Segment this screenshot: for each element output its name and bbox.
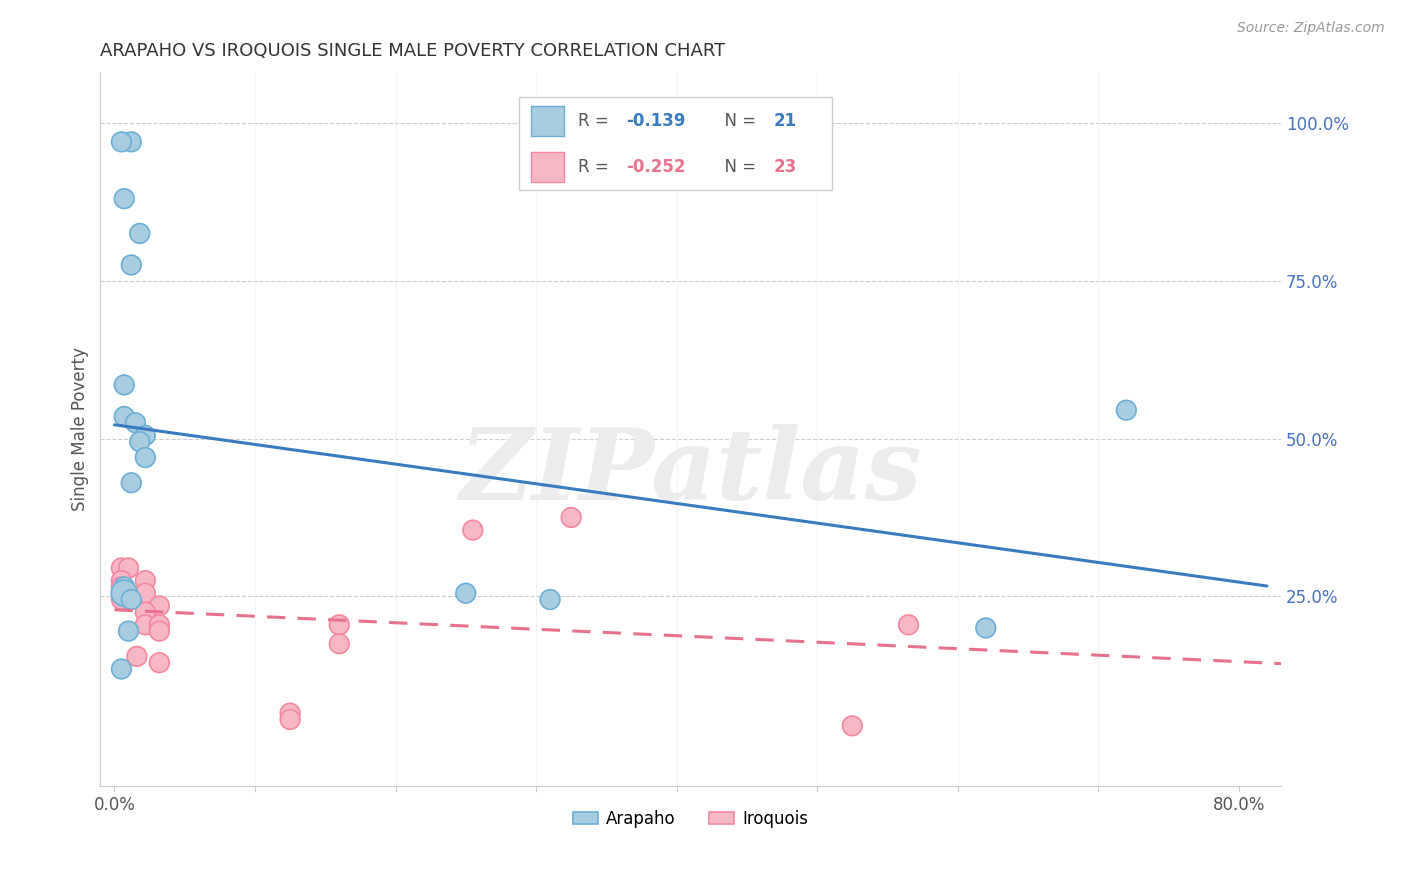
Point — [110, 580, 132, 594]
Point — [134, 574, 156, 588]
Point — [148, 656, 170, 670]
Text: ARAPAHO VS IROQUOIS SINGLE MALE POVERTY CORRELATION CHART: ARAPAHO VS IROQUOIS SINGLE MALE POVERTY … — [100, 42, 725, 60]
Point — [120, 135, 142, 149]
Point — [461, 523, 484, 537]
Text: R =: R = — [578, 158, 614, 176]
Point — [278, 706, 301, 721]
Point — [112, 409, 135, 424]
FancyBboxPatch shape — [519, 97, 832, 190]
Text: R =: R = — [578, 112, 614, 129]
FancyBboxPatch shape — [531, 152, 564, 182]
Text: N =: N = — [714, 112, 762, 129]
Point — [128, 434, 150, 449]
FancyBboxPatch shape — [531, 105, 564, 136]
Point — [110, 561, 132, 575]
Text: Source: ZipAtlas.com: Source: ZipAtlas.com — [1237, 21, 1385, 35]
Point — [328, 637, 350, 651]
Point — [134, 450, 156, 465]
Point — [110, 574, 132, 588]
Point — [134, 428, 156, 442]
Text: -0.139: -0.139 — [626, 112, 685, 129]
Point — [112, 586, 135, 600]
Point — [974, 621, 997, 635]
Point — [110, 586, 132, 600]
Point — [110, 135, 132, 149]
Point — [148, 624, 170, 639]
Text: ZIPatlas: ZIPatlas — [460, 424, 922, 520]
Point — [897, 617, 920, 632]
Point — [112, 580, 135, 594]
Point — [560, 510, 582, 524]
Point — [841, 719, 863, 733]
Point — [454, 586, 477, 600]
Point — [120, 592, 142, 607]
Point — [278, 713, 301, 727]
Point — [110, 592, 132, 607]
Point — [120, 475, 142, 490]
Point — [112, 192, 135, 206]
Point — [110, 662, 132, 676]
Point — [124, 416, 146, 430]
Text: -0.252: -0.252 — [626, 158, 685, 176]
Y-axis label: Single Male Poverty: Single Male Poverty — [72, 347, 89, 511]
Point — [112, 378, 135, 392]
Point — [125, 649, 148, 664]
Point — [538, 592, 561, 607]
Point — [148, 617, 170, 632]
Point — [148, 599, 170, 613]
Point — [134, 617, 156, 632]
Point — [1115, 403, 1137, 417]
Point — [128, 227, 150, 241]
Text: 23: 23 — [773, 158, 797, 176]
Point — [117, 624, 139, 639]
Point — [328, 617, 350, 632]
Text: N =: N = — [714, 158, 762, 176]
Point — [117, 561, 139, 575]
Point — [134, 586, 156, 600]
Text: 21: 21 — [773, 112, 796, 129]
Legend: Arapaho, Iroquois: Arapaho, Iroquois — [567, 803, 815, 835]
Point — [134, 605, 156, 619]
Point — [120, 258, 142, 272]
